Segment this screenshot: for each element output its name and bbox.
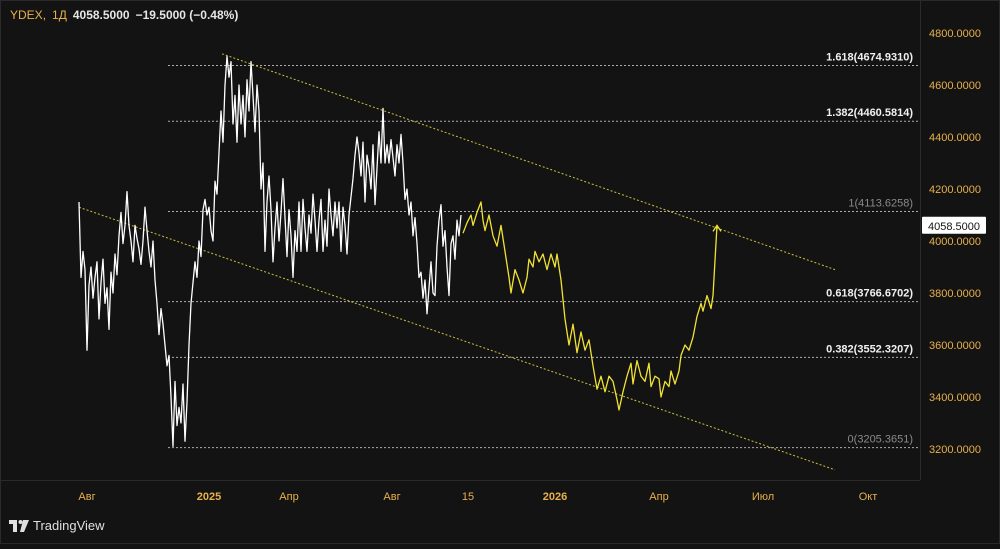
x-tick-label: Июл [752,491,774,503]
y-tick-label: 4800.0000 [929,28,981,40]
price-change: −19.5000 (−0.48%) [135,8,239,22]
channel-lower-line [78,206,836,471]
channel-upper-line [221,53,836,271]
x-tick-label: Авг [78,491,95,503]
x-tick-label: Апр [649,491,668,503]
last-price-box [922,216,986,234]
fib-level-label: 0(3205.3651) [848,434,913,446]
projection-arrow-head [712,224,722,232]
symbol-name[interactable]: YDEX [10,8,43,22]
brand-name: TradingView [33,518,105,533]
last-price: 4058.5000 [72,8,130,22]
last-price-label: 4058.5000 [928,221,980,233]
x-tick-label: 15 [462,491,474,503]
x-tick-label: 2025 [197,491,221,503]
fib-level-label: 0.618(3766.6702) [826,288,913,300]
fib-level-label: 0.382(3552.3207) [826,343,913,355]
price-history-line [78,55,462,448]
projection-line [462,201,718,411]
tradingview-logo[interactable]: TradingView [9,518,105,533]
x-tick-label: Апр [279,491,298,503]
y-tick-label: 4200.0000 [929,184,981,196]
fib-level-label: 1.618(4674.9310) [826,52,913,64]
x-tick-label: 2026 [543,491,567,503]
y-tick-label: 4000.0000 [929,236,981,248]
fib-level-label: 1(4113.6258) [848,197,913,209]
fib-level-label: 1.382(4460.5814) [826,107,913,119]
tradingview-icon [9,519,29,532]
y-tick-label: 3600.0000 [929,340,981,352]
symbol-header: YDEX, 1Д 4058.5000 −19.5000 (−0.48%) [10,8,244,22]
y-tick-label: 3200.0000 [929,444,981,456]
x-tick-label: Авг [383,491,400,503]
y-tick-label: 4600.0000 [929,80,981,92]
y-tick-label: 4400.0000 [929,132,981,144]
x-tick-label: Окт [859,491,878,503]
y-tick-label: 3400.0000 [929,392,981,404]
y-tick-label: 3800.0000 [929,288,981,300]
symbol-separator: , [42,8,47,22]
timeframe-label[interactable]: 1Д [52,8,67,22]
